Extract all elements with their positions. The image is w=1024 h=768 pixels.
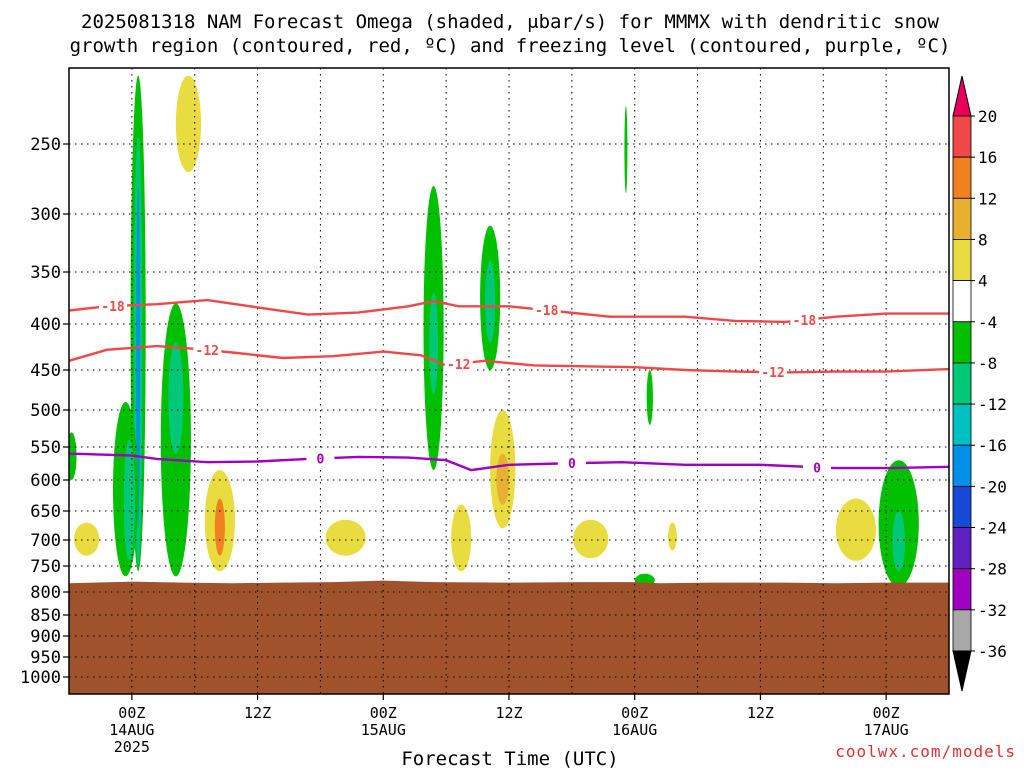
y-tick-label: 500 bbox=[30, 401, 61, 421]
y-tick-label: 900 bbox=[30, 627, 61, 647]
colorbar-swatch bbox=[952, 444, 972, 487]
x-tick-label: 14AUG bbox=[109, 721, 154, 739]
y-tick-label: 400 bbox=[30, 315, 61, 335]
colorbar-swatch bbox=[952, 239, 972, 282]
colorbar-label: -36 bbox=[978, 642, 1007, 661]
omega-cell-12 bbox=[646, 370, 653, 425]
y-tick-label: 450 bbox=[30, 361, 61, 381]
colorbar-label: -32 bbox=[978, 601, 1007, 620]
omega-cell-11 bbox=[624, 106, 628, 193]
omega-cell-17 bbox=[175, 75, 201, 172]
contour-0 bbox=[69, 452, 949, 472]
contour-label: 0 bbox=[317, 452, 325, 467]
y-tick-label: 550 bbox=[30, 438, 61, 458]
x-tick-label: 12Z bbox=[495, 704, 522, 722]
colorbar-swatch bbox=[952, 403, 972, 446]
y-axis: 2503003504004505005506006507007508008509… bbox=[20, 135, 69, 688]
omega-cell-22 bbox=[451, 504, 472, 572]
credit-text: coolwx.com/models bbox=[835, 742, 1016, 761]
chart-title-line2: growth region (contoured, red, ºC) and f… bbox=[70, 35, 951, 57]
y-tick-label: 350 bbox=[30, 263, 61, 283]
omega-cell-19 bbox=[214, 498, 225, 556]
y-tick-label: 1000 bbox=[20, 668, 61, 688]
x-axis-label: Forecast Time (UTC) bbox=[401, 748, 618, 768]
colorbar-label: -12 bbox=[978, 395, 1007, 414]
colorbar-swatch bbox=[952, 197, 972, 240]
colorbar-swatch bbox=[952, 280, 972, 323]
x-tick-label: 12Z bbox=[244, 704, 271, 722]
omega-cell-26 bbox=[668, 522, 677, 551]
x-tick-label: 16AUG bbox=[612, 721, 657, 739]
y-tick-label: 300 bbox=[30, 205, 61, 225]
contour-label: -12 bbox=[761, 366, 784, 381]
colorbar-legend: 20 16 12 8 4 -4 -8 -12 -16 -20 -24 -28 -32 -36 bbox=[952, 75, 1007, 692]
x-tick-label: 2025 bbox=[114, 738, 150, 756]
omega-cell-24 bbox=[496, 453, 510, 505]
y-tick-label: 250 bbox=[30, 135, 61, 155]
colorbar-label: 20 bbox=[978, 107, 997, 126]
colorbar-label: -16 bbox=[978, 436, 1007, 455]
contour-label: -12 bbox=[447, 358, 470, 373]
x-tick-label: 17AUG bbox=[864, 721, 909, 739]
colorbar-bottom-arrow bbox=[952, 650, 972, 692]
colorbar-label: -24 bbox=[978, 519, 1007, 538]
colorbar-label: 4 bbox=[978, 272, 988, 291]
colorbar-label: 8 bbox=[978, 230, 988, 249]
omega-cell-25 bbox=[573, 519, 609, 559]
contour-label: -18 bbox=[101, 300, 125, 315]
y-tick-label: 950 bbox=[30, 648, 61, 668]
colorbar-label: -28 bbox=[978, 560, 1007, 579]
chart-title-line1: 2025081318 NAM Forecast Omega (shaded, μ… bbox=[81, 11, 939, 33]
omega-cell-21 bbox=[325, 519, 366, 556]
colorbar-swatch bbox=[952, 609, 972, 652]
x-tick-label: 00Z bbox=[873, 704, 900, 722]
x-tick-label: 00Z bbox=[621, 704, 648, 722]
omega-cell-15 bbox=[892, 510, 905, 572]
colorbar-label: -20 bbox=[978, 477, 1007, 496]
omega-cell-8 bbox=[429, 292, 438, 394]
colorbar-swatch bbox=[952, 156, 972, 199]
colorbar-swatch bbox=[952, 527, 972, 570]
contour-label: -12 bbox=[196, 344, 219, 359]
colorbar-swatch bbox=[952, 115, 972, 158]
x-tick-label: 12Z bbox=[747, 704, 774, 722]
y-tick-label: 750 bbox=[30, 557, 61, 577]
y-tick-label: 800 bbox=[30, 583, 61, 603]
omega-cell-20 bbox=[74, 522, 100, 556]
colorbar-label: -4 bbox=[978, 313, 997, 332]
contour--18 bbox=[69, 298, 949, 324]
x-tick-label: 00Z bbox=[118, 704, 145, 722]
x-tick-label: 15AUG bbox=[361, 721, 406, 739]
x-tick-label: 00Z bbox=[370, 704, 397, 722]
terrain bbox=[69, 580, 949, 694]
colorbar-label: -8 bbox=[978, 354, 997, 373]
omega-cell-6 bbox=[168, 342, 184, 454]
contour-label: 0 bbox=[813, 461, 821, 476]
omega-cell-16 bbox=[69, 432, 77, 480]
y-tick-label: 700 bbox=[30, 531, 61, 551]
y-tick-label: 600 bbox=[30, 471, 61, 491]
omega-cell-4 bbox=[123, 439, 135, 561]
omega-cell-27 bbox=[835, 498, 877, 561]
contour-label: -18 bbox=[793, 314, 817, 329]
omega-cell-2 bbox=[136, 186, 141, 529]
plot-area: -18 -18 -18 -12 -12 -12 0 0 0 bbox=[68, 67, 950, 695]
colorbar-swatch bbox=[952, 321, 972, 364]
omega-cell-10 bbox=[485, 260, 496, 343]
colorbar-label: 12 bbox=[978, 189, 997, 208]
contour-label: -18 bbox=[535, 304, 559, 319]
contour-label: 0 bbox=[568, 457, 576, 472]
colorbar-top-arrow bbox=[952, 75, 972, 117]
colorbar-swatch bbox=[952, 568, 972, 611]
colorbar-swatch bbox=[952, 485, 972, 528]
y-tick-label: 850 bbox=[30, 606, 61, 626]
colorbar-swatch bbox=[952, 362, 972, 405]
colorbar-label: 16 bbox=[978, 148, 997, 167]
y-tick-label: 650 bbox=[30, 502, 61, 522]
